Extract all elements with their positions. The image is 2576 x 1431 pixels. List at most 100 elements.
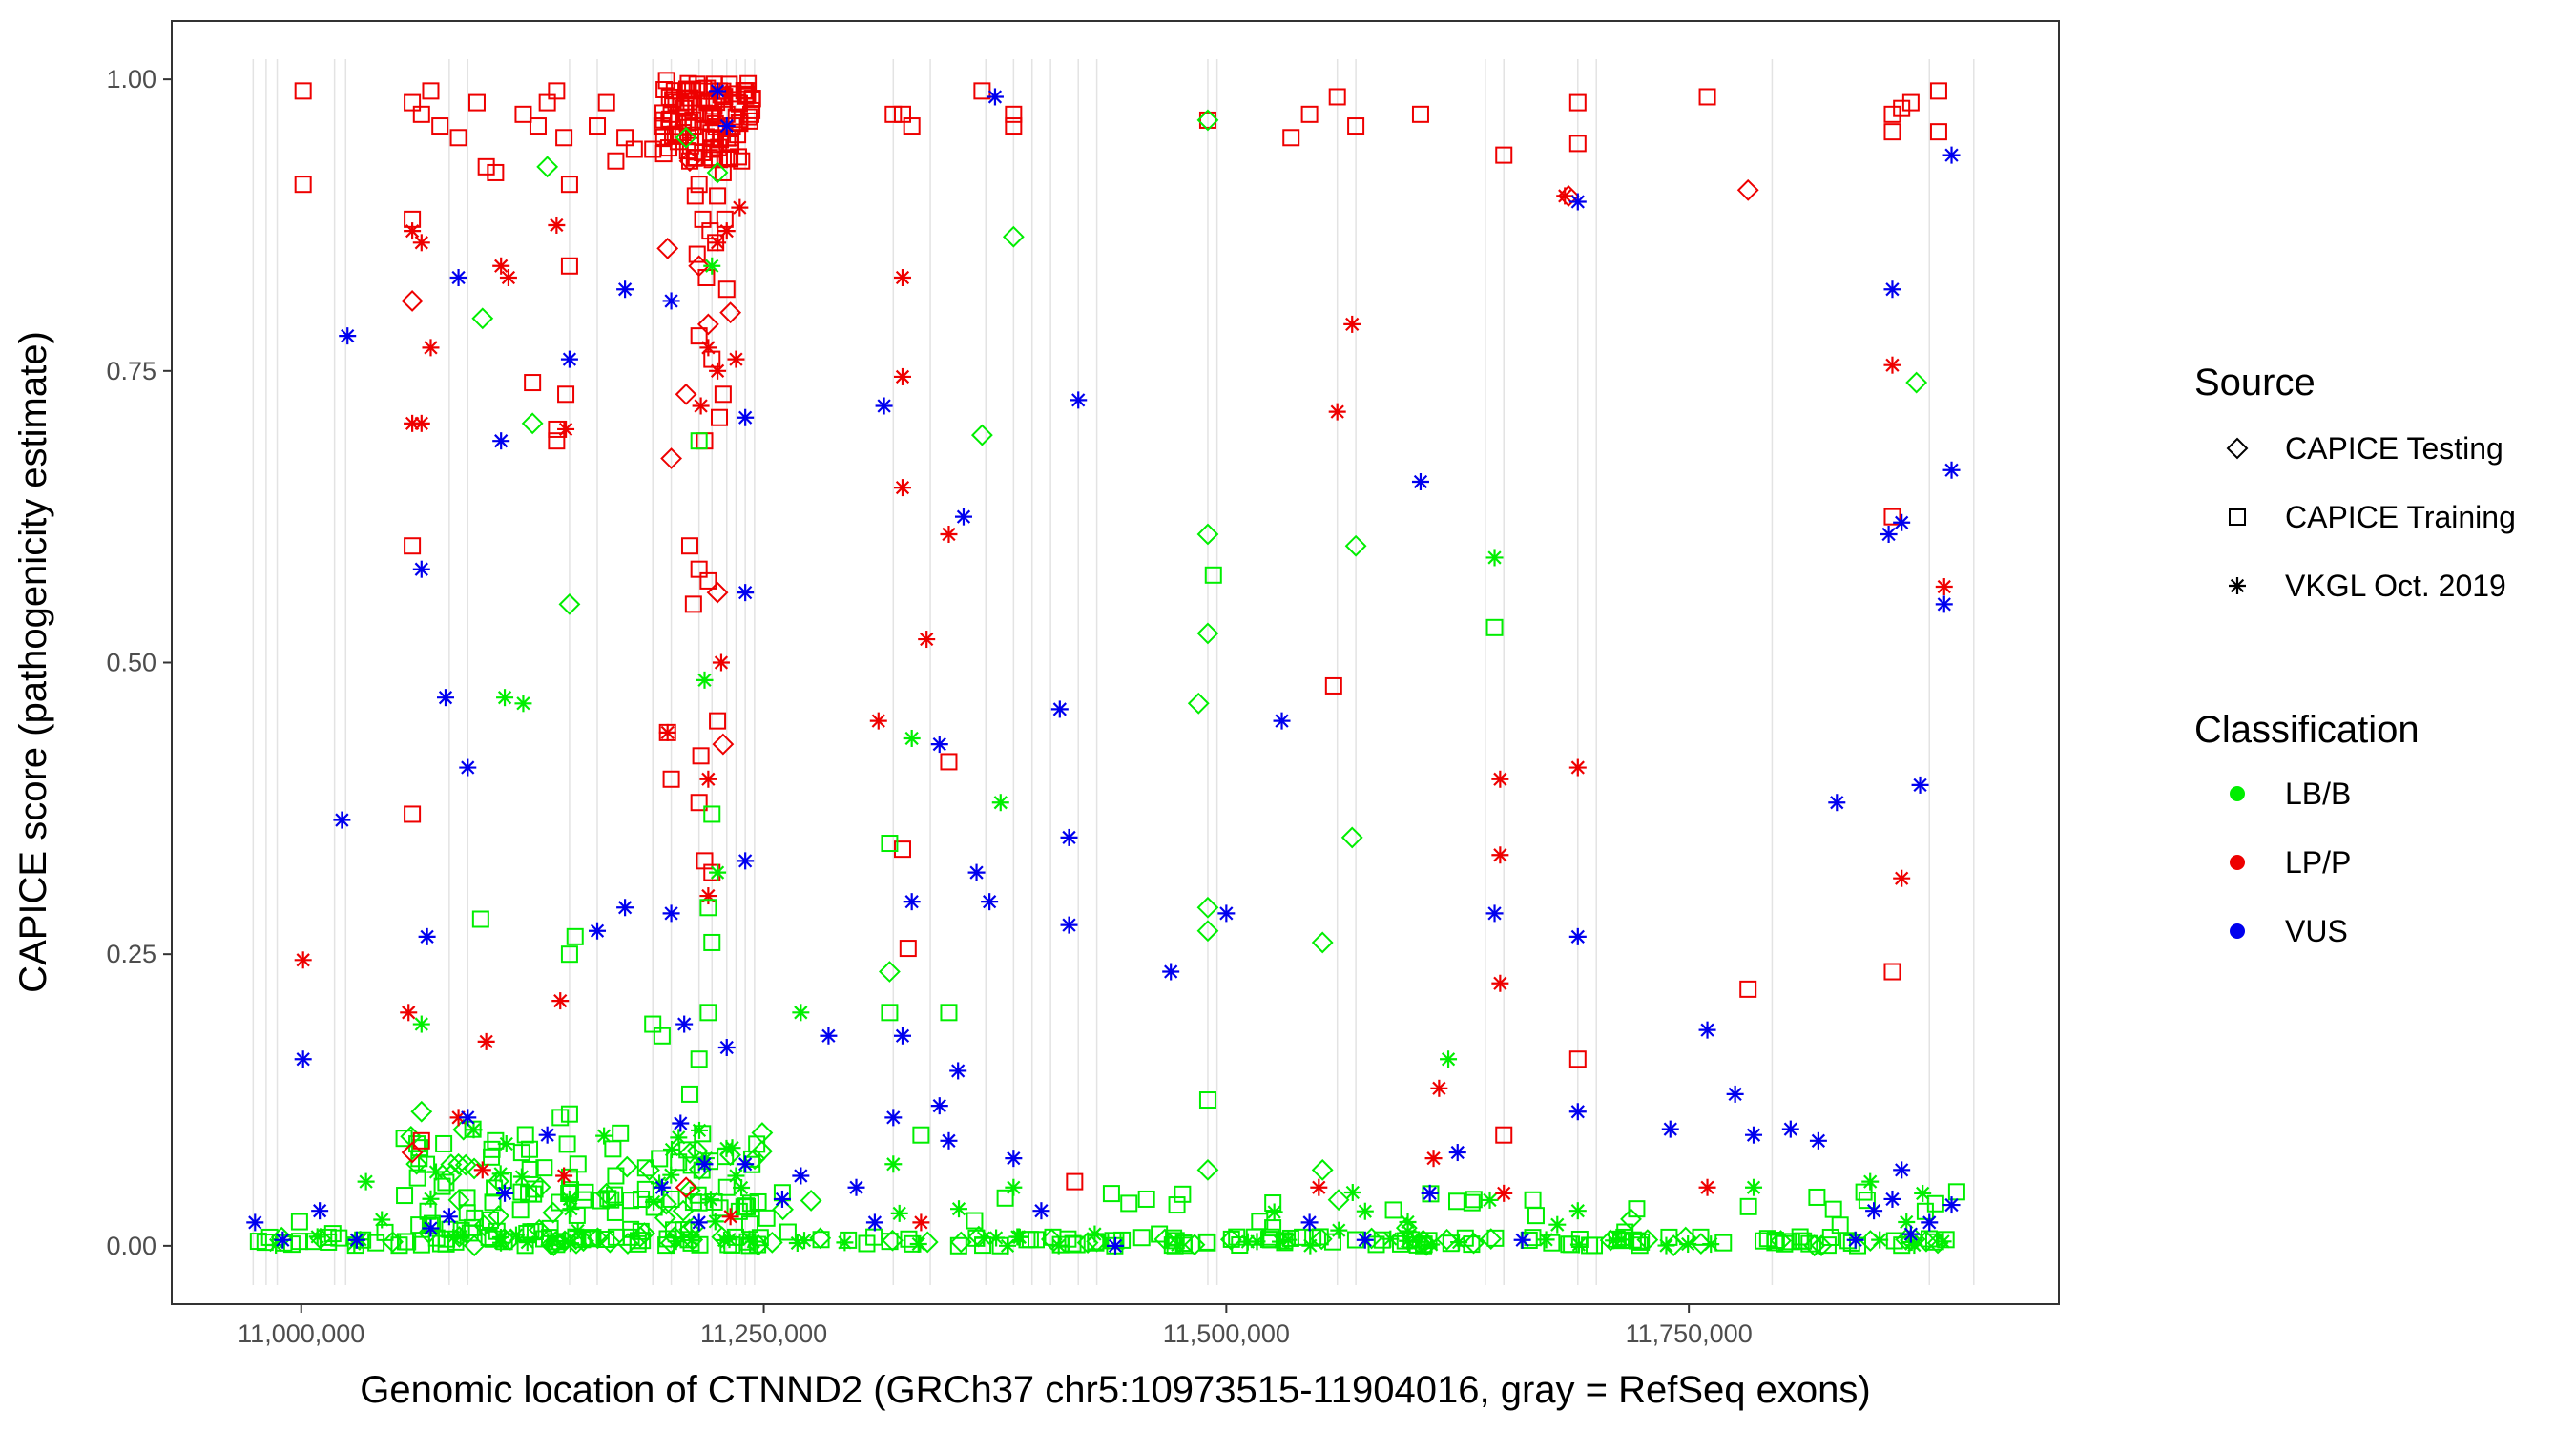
data-point-lb-b xyxy=(1344,534,1367,557)
data-point-lb-b xyxy=(638,1159,660,1181)
data-point-lp-p xyxy=(696,105,714,123)
data-point-lb-b xyxy=(1248,1233,1266,1251)
data-point-lp-p xyxy=(1310,1178,1328,1196)
data-point-vus xyxy=(662,292,680,310)
data-point-lb-b xyxy=(433,1177,451,1195)
data-point-vus xyxy=(1162,963,1180,981)
data-point-lb-b xyxy=(909,1235,927,1254)
data-point-lb-b xyxy=(629,1232,647,1250)
x-tick-label: 11,750,000 xyxy=(1626,1319,1753,1348)
data-point-lb-b xyxy=(796,1232,814,1250)
data-point-vus xyxy=(690,1213,708,1232)
data-point-lb-b xyxy=(487,1131,505,1150)
data-point-lb-b xyxy=(788,1234,806,1252)
data-point-vus xyxy=(1893,513,1911,531)
data-point-lp-p xyxy=(1929,123,1947,141)
data-point-lp-p xyxy=(616,129,634,147)
data-point-lb-b xyxy=(1310,1228,1333,1251)
data-point-vus xyxy=(1846,1231,1864,1249)
legend-class-label: LP/P xyxy=(2285,845,2351,880)
y-tick-label: 0.75 xyxy=(106,357,156,385)
data-point-lb-b xyxy=(471,910,489,928)
data-point-vus xyxy=(865,1213,883,1232)
data-point-lp-p xyxy=(551,992,570,1010)
data-point-lb-b xyxy=(1271,1233,1289,1251)
data-point-lp-p xyxy=(677,82,696,100)
data-point-lp-p xyxy=(692,747,710,765)
data-point-lb-b xyxy=(800,1190,822,1212)
data-point-lp-p xyxy=(400,1004,418,1022)
data-point-lp-p xyxy=(654,145,673,163)
data-points xyxy=(246,72,1965,1257)
data-point-lb-b xyxy=(653,1027,671,1045)
data-point-lb-b xyxy=(1808,1188,1826,1206)
data-point-lb-b xyxy=(1005,1178,1023,1196)
data-point-lp-p xyxy=(404,222,422,240)
data-point-lb-b xyxy=(723,1139,741,1157)
data-point-lb-b xyxy=(422,1190,440,1208)
data-point-lb-b xyxy=(645,1198,663,1216)
data-point-lb-b xyxy=(711,1199,729,1217)
data-point-vus xyxy=(418,927,436,945)
data-point-vus xyxy=(347,1231,365,1249)
data-point-lb-b xyxy=(382,1231,405,1254)
data-point-lp-p xyxy=(672,93,690,112)
data-point-lp-p xyxy=(492,257,510,275)
data-point-lp-p xyxy=(912,1213,930,1232)
data-point-lp-p xyxy=(557,385,575,404)
data-point-lb-b xyxy=(690,1050,708,1068)
data-point-vus xyxy=(847,1178,865,1196)
data-point-lb-b xyxy=(1440,1050,1458,1068)
data-point-lb-b xyxy=(395,1130,413,1148)
data-point-lb-b xyxy=(1486,1229,1505,1247)
data-point-lp-p xyxy=(711,408,729,426)
data-point-lp-p xyxy=(404,93,422,112)
data-point-lb-b xyxy=(634,1222,655,1244)
data-point-vus xyxy=(1217,904,1236,923)
data-point-lb-b xyxy=(706,1213,724,1231)
data-point-vus xyxy=(440,1208,458,1226)
data-point-lb-b xyxy=(742,1150,760,1168)
data-point-lb-b xyxy=(758,1209,776,1227)
data-point-lb-b xyxy=(691,1121,709,1139)
data-point-lb-b xyxy=(1204,566,1222,584)
data-point-vus xyxy=(1485,904,1504,923)
data-point-vus xyxy=(492,432,510,450)
exon-lines xyxy=(252,59,1975,1285)
data-point-lb-b xyxy=(1163,1236,1181,1255)
data-point-lb-b xyxy=(772,1198,794,1221)
data-point-lb-b xyxy=(1381,1230,1400,1248)
data-point-lp-p xyxy=(918,631,936,649)
data-point-lb-b xyxy=(330,1229,348,1247)
data-point-lb-b xyxy=(916,1231,939,1254)
data-point-vus xyxy=(496,1184,514,1202)
data-point-lp-p xyxy=(712,733,735,756)
data-point-lb-b xyxy=(662,1190,680,1208)
data-point-lp-p xyxy=(1491,846,1509,864)
data-point-lp-p xyxy=(737,82,755,100)
data-point-vus xyxy=(1568,1103,1587,1121)
data-point-lb-b xyxy=(1330,1221,1348,1239)
data-point-vus xyxy=(903,893,921,911)
data-point-lb-b xyxy=(903,729,921,747)
data-point-lb-b xyxy=(1586,1236,1604,1255)
data-point-lb-b xyxy=(496,689,514,707)
data-point-lp-p xyxy=(699,887,717,905)
data-point-lp-p xyxy=(703,140,721,158)
data-point-lp-p xyxy=(940,753,958,771)
data-point-lb-b xyxy=(996,1189,1014,1207)
data-point-lb-b xyxy=(426,1163,445,1181)
data-point-lb-b xyxy=(720,1231,738,1249)
data-point-lb-b xyxy=(1463,1235,1481,1254)
data-point-vus xyxy=(717,1039,736,1056)
legend-key-dot xyxy=(2230,923,2245,939)
data-point-lb-b xyxy=(551,1109,570,1127)
data-point-lb-b xyxy=(512,1144,530,1162)
data-point-vus xyxy=(1050,700,1069,718)
data-point-lb-b xyxy=(1087,1233,1105,1251)
data-point-vus xyxy=(893,1027,911,1045)
data-point-vus xyxy=(717,117,736,135)
data-point-lp-p xyxy=(1495,146,1513,164)
data-point-lb-b xyxy=(949,1231,972,1254)
data-point-lb-b xyxy=(680,1085,698,1103)
